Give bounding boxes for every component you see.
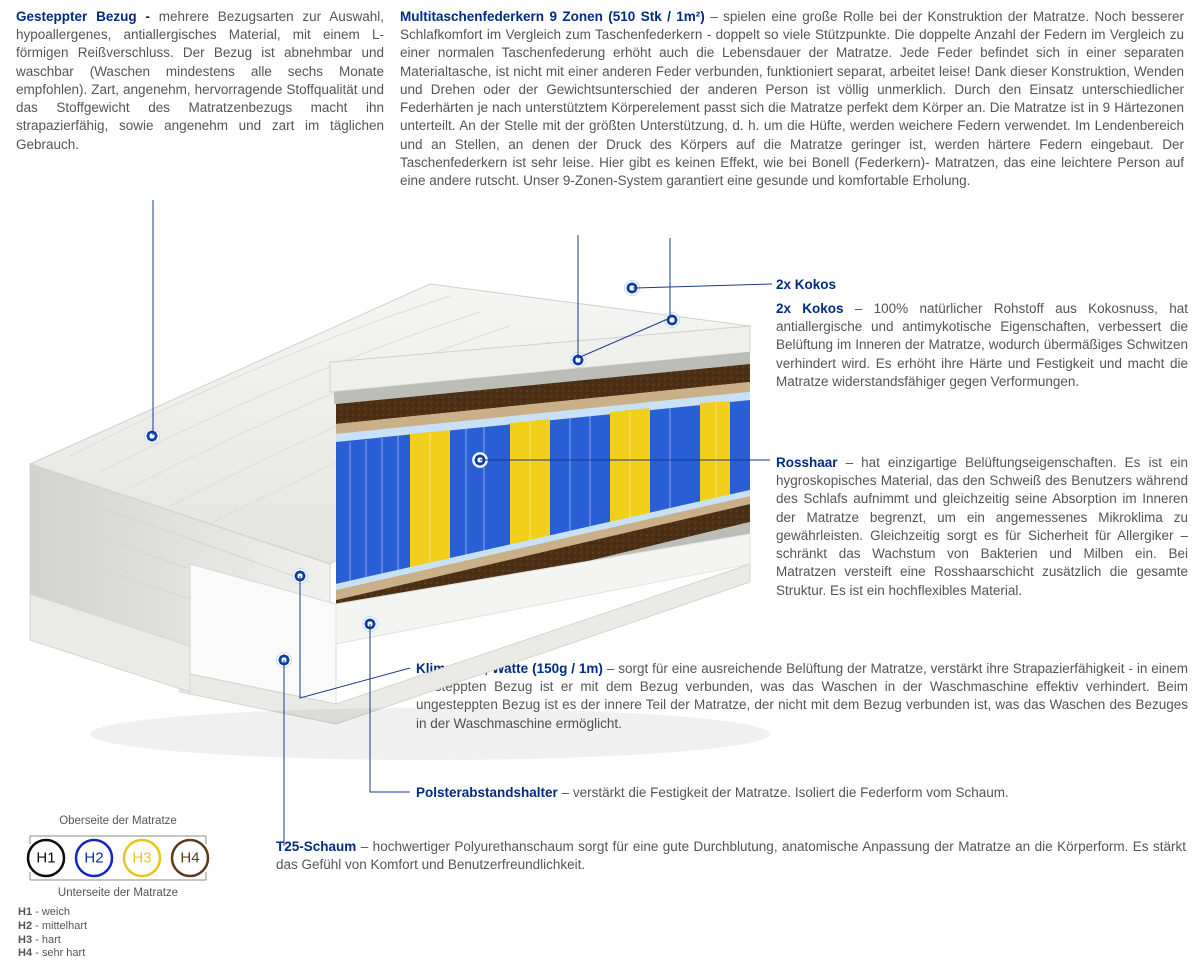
polster-text: – verstärkt die Festigkeit der Matratze.… [562,785,1009,800]
polster-block: Polsterabstandshalter – verstärkt die Fe… [416,784,1188,802]
h1-code: H1 [18,906,32,918]
kokos-title: 2x Kokos [776,301,844,316]
top-left-block: Gesteppter Bezug - mehrere Bezugsarten z… [16,8,384,154]
hardness-legend: Oberseite der Matratze H1 H2 H3 H4 Unter… [18,814,218,901]
hardness-key: H1 - weich H2 - mittelhart H3 - hart H4 … [18,906,87,961]
marker-kokos-top [624,280,640,296]
kokos-block: 2x Kokos – 100% natürlicher Rohstoff aus… [776,300,1188,391]
cover-title: Gesteppter Bezug - [16,9,159,24]
marker-springs-2 [664,312,680,328]
springs-text: – spielen eine große Rolle bei der Konst… [400,9,1184,188]
h2-label: - mittelhart [32,920,87,932]
rosshaar-title: Rosshaar [776,455,838,470]
marker-polster [362,616,378,632]
mattress-illustration [10,264,770,784]
marker-t25 [276,652,292,668]
legend-bottom-label: Unterseite der Matratze [18,886,218,902]
svg-text:H4: H4 [180,849,199,866]
legend-top-label: Oberseite der Matratze [18,814,218,830]
h3-label: - hart [32,934,61,946]
h4-code: H4 [18,947,32,959]
marker-cover [144,428,160,444]
t25-text: – hochwertiger Polyurethanschaum sorgt f… [276,839,1186,872]
marker-klima [292,568,308,584]
svg-text:H1: H1 [36,849,55,866]
rosshaar-text: – hat einzigartige Belüftungseigenschaft… [776,455,1188,598]
svg-text:H2: H2 [84,849,103,866]
t25-block: T25-Schaum – hochwertiger Polyurethansch… [276,838,1186,874]
marker-springs-1 [570,352,586,368]
h2-code: H2 [18,920,32,932]
top-right-block: Multitaschenfederkern 9 Zonen (510 Stk /… [400,8,1184,190]
marker-yellow [472,452,488,468]
kokos-header: 2x Kokos [776,276,1188,294]
rosshaar-block: Rosshaar – hat einzigartige Belüftungsei… [776,454,1188,600]
polster-title: Polsterabstandshalter [416,785,558,800]
kokos-header-title: 2x Kokos [776,277,836,292]
t25-title: T25-Schaum [276,839,356,854]
h3-code: H3 [18,934,32,946]
svg-text:H3: H3 [132,849,151,866]
springs-title: Multitaschenfederkern 9 Zonen (510 Stk /… [400,9,705,24]
h1-label: - weich [32,906,70,918]
cover-text: mehrere Bezugsarten zur Auswahl, hypoall… [16,9,384,152]
h4-label: - sehr hart [32,947,85,959]
